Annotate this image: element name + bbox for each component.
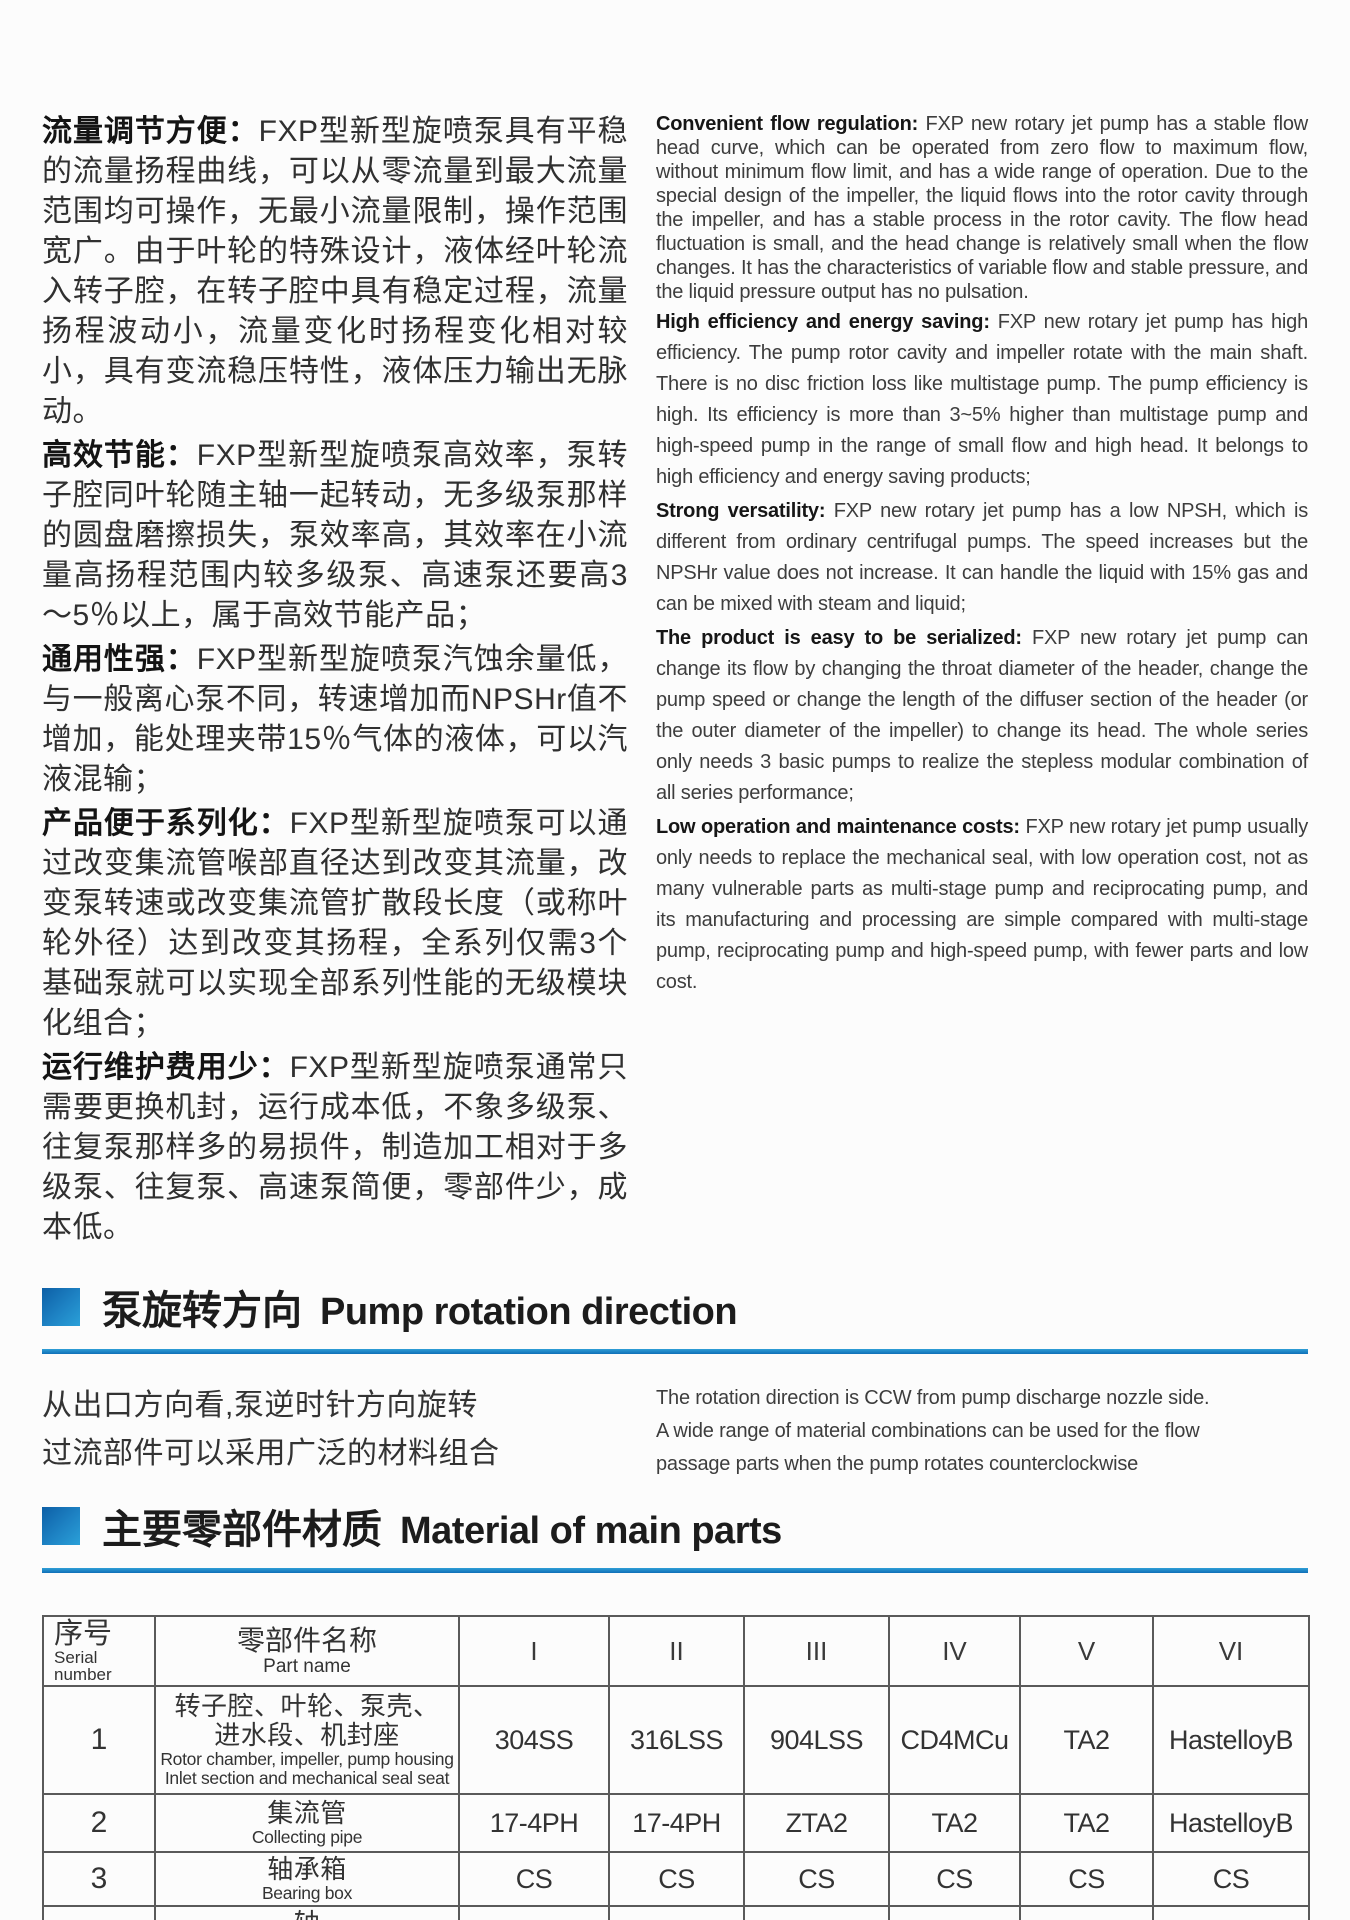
features-section: 流量调节方便：FXP型新型旋喷泵具有平稳的流量扬程曲线，可以从零流量到最大流量范…: [42, 112, 1308, 1252]
feature-paragraph-en: The product is easy to be serialized: FX…: [656, 627, 1308, 804]
feature-paragraph-en: Strong versatility: FXP new rotary jet p…: [656, 500, 1308, 615]
materials-table: 序号 Serial number 零部件名称 Part name I II III IV V VI…: [42, 1615, 1310, 1920]
section-heading-rotation: 泵旋转方向 Pump rotation direction: [42, 1278, 1308, 1336]
material-cell: 17-4PH: [458, 1793, 610, 1853]
part-name-cell: 转子腔、叶轮、泵壳、 进水段、机封座 Rotor chamber, impelle…: [154, 1685, 460, 1795]
section-title: 泵旋转方向 Pump rotation direction: [102, 1289, 738, 1333]
features-column-english: Convenient flow regulation: FXP new rota…: [656, 112, 1308, 1252]
material-cell: ZTA2: [743, 1793, 890, 1853]
material-cell: CS: [743, 1851, 890, 1907]
feature-paragraph-en: Convenient flow regulation: FXP new rota…: [656, 113, 1308, 303]
material-cell: 3Cr13: [888, 1905, 1021, 1920]
feature-paragraph-zh: 产品便于系列化：FXP型新型旋喷泵可以通过改变集流管喉部直径达到改变其流量，改变…: [42, 807, 628, 1040]
material-cell: 904LSS: [743, 1685, 890, 1795]
feature-label-zh: 运行维护费用少：: [42, 1051, 290, 1084]
material-cell: 3Cr13: [1019, 1905, 1154, 1920]
feature-label-zh: 流量调节方便：: [42, 115, 259, 148]
serial-cell: 4: [42, 1905, 156, 1920]
col-header-serial: 序号 Serial number: [42, 1615, 156, 1687]
feature-label-zh: 通用性强：: [42, 643, 197, 676]
material-cell: TA2: [1019, 1685, 1154, 1795]
section-heading-materials: 主要零部件材质 Material of main parts: [42, 1497, 1308, 1555]
part-name-cell: 轴承箱 Bearing box: [154, 1851, 460, 1907]
blue-square-icon: [42, 1507, 80, 1545]
material-cell: 316LSS: [608, 1685, 745, 1795]
feature-label-en: Low operation and maintenance costs:: [656, 816, 1020, 838]
material-cell: CS: [1152, 1851, 1310, 1907]
material-cell: CS: [458, 1851, 610, 1907]
material-cell: CS: [1019, 1851, 1154, 1907]
material-cell: CD4MCu: [888, 1685, 1021, 1795]
col-header-material-3: III: [743, 1615, 890, 1687]
col-header-material-1: I: [458, 1615, 610, 1687]
material-cell: 304SS: [458, 1685, 610, 1795]
material-cell: 3Cr13: [1152, 1905, 1310, 1920]
feature-label-en: Convenient flow regulation:: [656, 113, 919, 135]
feature-label-zh: 高效节能：: [42, 439, 197, 472]
material-cell: CS: [888, 1851, 1021, 1907]
rotation-section-body: 从出口方向看,泵逆时针方向旋转 过流部件可以采用广泛的材料组合 The rota…: [42, 1382, 1308, 1481]
material-cell: TA2: [888, 1793, 1021, 1853]
feature-paragraph-zh: 高效节能：FXP型新型旋喷泵高效率，泵转子腔同叶轮随主轴一起转动，无多级泵那样的…: [42, 439, 628, 632]
feature-label-en: High efficiency and energy saving:: [656, 311, 990, 333]
blue-square-icon: [42, 1288, 80, 1326]
section-divider: [42, 1568, 1308, 1573]
material-cell: HastelloyB: [1152, 1685, 1310, 1795]
part-name-cell: 轴axis: [154, 1905, 460, 1920]
feature-paragraph-zh: 运行维护费用少：FXP型新型旋喷泵通常只需要更换机封，运行成本低，不象多级泵、往…: [42, 1051, 628, 1244]
material-cell: 3Cr13: [608, 1905, 745, 1920]
material-cell: 3Cr13: [743, 1905, 890, 1920]
table-header-row: 序号 Serial number 零部件名称 Part name I II III IV V VI: [42, 1615, 1310, 1687]
feature-label-en: The product is easy to be serialized:: [656, 627, 1022, 649]
part-name-cell: 集流管 Collecting pipe: [154, 1793, 460, 1853]
table-row: 2 集流管 Collecting pipe 17-4PH 17-4PH ZTA2 TA2 TA…: [42, 1793, 1310, 1853]
material-cell: TA2: [1019, 1793, 1154, 1853]
material-cell: 17-4PH: [608, 1793, 745, 1853]
feature-paragraph-zh: 通用性强：FXP型新型旋喷泵汽蚀余量低，与一般离心泵不同，转速增加而NPSHr值…: [42, 643, 628, 796]
material-cell: HastelloyB: [1152, 1793, 1310, 1853]
serial-cell: 3: [42, 1851, 156, 1907]
col-header-part-name: 零部件名称 Part name: [154, 1615, 460, 1687]
feature-paragraph-zh: 流量调节方便：FXP型新型旋喷泵具有平稳的流量扬程曲线，可以从零流量到最大流量范…: [42, 115, 628, 428]
serial-cell: 1: [42, 1685, 156, 1795]
table-row: 1 转子腔、叶轮、泵壳、 进水段、机封座 Rotor chamber, impell…: [42, 1685, 1310, 1795]
table-row: 4轴axis3Cr133Cr133Cr133Cr133Cr133Cr13: [42, 1905, 1310, 1920]
table-row: 3 轴承箱 Bearing box CS CS CS CS CS CS: [42, 1851, 1310, 1907]
feature-label-en: Strong versatility:: [656, 500, 826, 522]
feature-label-zh: 产品便于系列化：: [42, 807, 290, 840]
material-cell: CS: [608, 1851, 745, 1907]
features-column-chinese: 流量调节方便：FXP型新型旋喷泵具有平稳的流量扬程曲线，可以从零流量到最大流量范…: [42, 112, 628, 1252]
section-title: 主要零部件材质 Material of main parts: [102, 1508, 782, 1552]
col-header-material-5: V: [1019, 1615, 1154, 1687]
section-divider: [42, 1349, 1308, 1354]
materials-table-wrap: 序号 Serial number 零部件名称 Part name I II III IV V VI…: [42, 1615, 1310, 1920]
feature-paragraph-en: Low operation and maintenance costs: FXP…: [656, 816, 1309, 993]
col-header-material-4: IV: [888, 1615, 1021, 1687]
serial-cell: 2: [42, 1793, 156, 1853]
col-header-material-6: VI: [1152, 1615, 1310, 1687]
material-cell: 3Cr13: [458, 1905, 610, 1920]
rotation-text-en: The rotation direction is CCW from pump …: [656, 1387, 1210, 1475]
rotation-text-zh: 从出口方向看,泵逆时针方向旋转 过流部件可以采用广泛的材料组合: [42, 1389, 500, 1470]
feature-paragraph-en: High efficiency and energy saving: FXP n…: [656, 311, 1308, 488]
col-header-material-2: II: [608, 1615, 745, 1687]
